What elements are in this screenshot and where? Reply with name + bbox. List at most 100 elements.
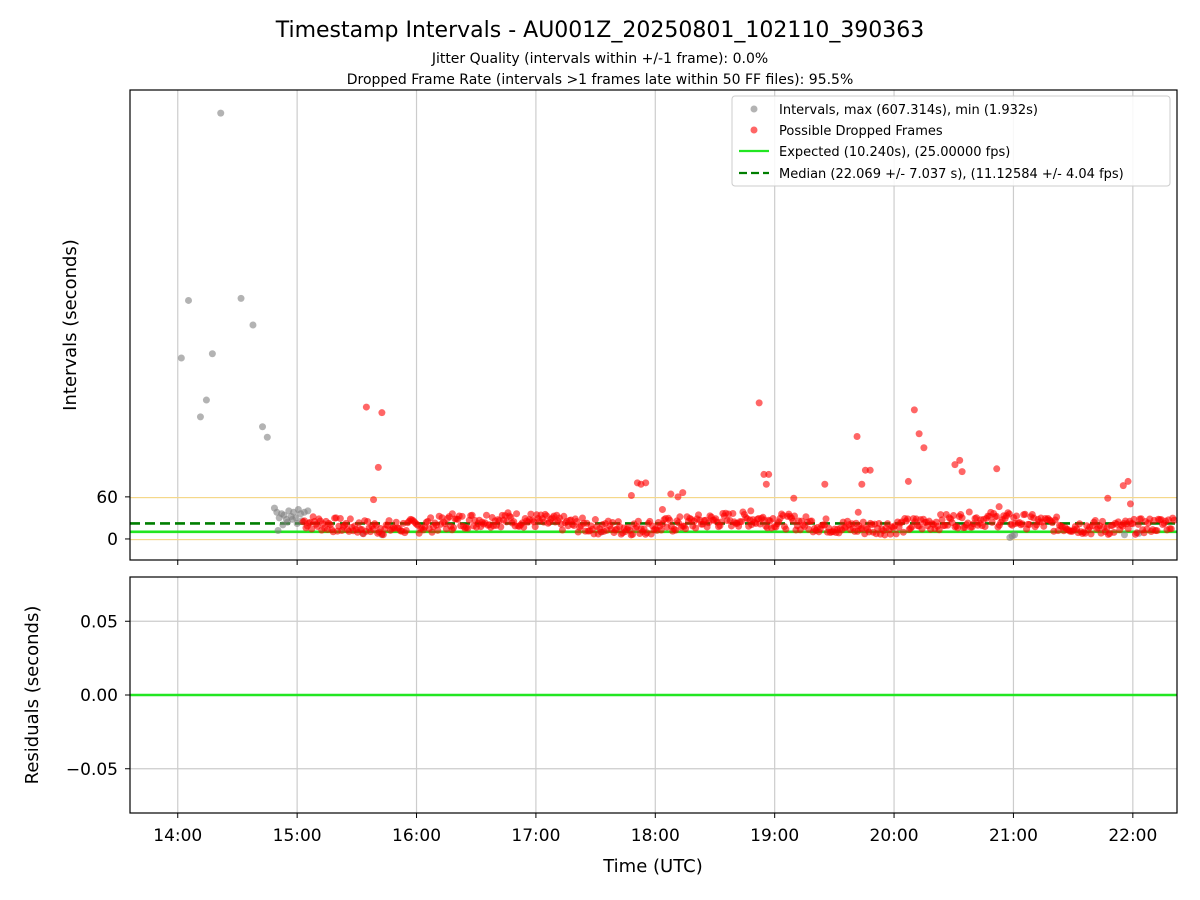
- interval-point: [217, 109, 225, 117]
- dropped-frame-point: [658, 505, 666, 513]
- dropped-frame-point: [935, 526, 943, 534]
- intervals-panel: 0 60 Intervals (seconds) Intervals, max (…: [60, 89, 1178, 561]
- dropped-frame-point: [558, 526, 566, 534]
- legend-marker-intervals: [750, 105, 758, 113]
- dropped-frame-point: [951, 461, 959, 469]
- dropped-frame-point: [755, 399, 763, 407]
- dropped-frame-point: [765, 470, 773, 478]
- dropped-frame-point: [938, 516, 946, 524]
- dropped-frame-point: [892, 530, 900, 538]
- legend-marker-dropped: [750, 126, 758, 134]
- dropped-frame-point: [497, 523, 505, 531]
- intervals-plot-frame: [129, 89, 1178, 561]
- dropped-frame-point: [629, 530, 637, 538]
- dropped-frame-point: [1013, 512, 1021, 520]
- dropped-frame-point: [956, 456, 964, 464]
- dropped-frame-point: [995, 503, 1003, 511]
- dropped-frame-point: [904, 477, 912, 485]
- dropped-frame-point: [904, 515, 912, 523]
- dropped-frame-point: [729, 510, 737, 518]
- dropped-frame-point: [513, 510, 521, 518]
- dropped-frame-point: [374, 463, 382, 471]
- interval-point: [202, 396, 210, 404]
- chart-subtitle-dropped: Dropped Frame Rate (intervals >1 frames …: [347, 72, 854, 88]
- dropped-frame-point: [578, 514, 586, 522]
- dropped-frame-point: [468, 511, 476, 519]
- dropped-frame-point: [1153, 527, 1161, 535]
- dropped-frame-point: [370, 496, 378, 504]
- chart-subtitle-jitter: Jitter Quality (intervals within +/-1 fr…: [431, 51, 768, 67]
- intervals-y-tick-label: 0: [107, 530, 118, 550]
- interval-point: [1011, 531, 1019, 539]
- dropped-frame-point: [609, 518, 617, 526]
- x-axis-ticks: 14:00 15:00 16:00 17:00 18:00 19:00 20:00 21:00…: [153, 560, 1157, 846]
- dropped-frame-point: [859, 518, 867, 526]
- dropped-frame-point: [342, 519, 350, 527]
- dropped-frame-point: [428, 528, 436, 536]
- chart-title: Timestamp Intervals - AU001Z_20250801_10…: [275, 18, 925, 43]
- dropped-frame-point: [392, 518, 400, 526]
- dropped-frame-point: [1076, 520, 1084, 528]
- dropped-frame-point: [899, 528, 907, 536]
- dropped-frame-point: [520, 523, 528, 531]
- intervals-y-ticks: 0 60: [96, 488, 130, 550]
- x-tick-label: 19:00: [750, 826, 799, 846]
- interval-point: [184, 296, 192, 304]
- interval-point: [274, 527, 282, 535]
- x-tick-label: 14:00: [153, 826, 202, 846]
- dropped-frame-point: [965, 508, 973, 516]
- x-tick-label: 15:00: [273, 826, 322, 846]
- dropped-frame-point: [434, 526, 442, 534]
- dropped-frame-point: [591, 516, 599, 524]
- legend-frame: [731, 95, 1171, 187]
- interval-point: [304, 507, 312, 515]
- dropped-frame-point: [782, 525, 790, 533]
- residuals-y-tick-label: 0.05: [80, 612, 118, 632]
- dropped-frame-point: [692, 524, 700, 532]
- dropped-frame-point: [355, 519, 363, 527]
- dropped-frame-point: [448, 510, 456, 518]
- dropped-frame-point: [790, 512, 798, 520]
- dropped-frame-point: [458, 512, 466, 520]
- dropped-frame-point: [992, 512, 1000, 520]
- legend-label-dropped: Possible Dropped Frames: [779, 124, 943, 139]
- dropped-frame-point: [385, 517, 393, 525]
- dropped-frame-point: [667, 490, 675, 498]
- dropped-frame-point: [1119, 482, 1127, 490]
- dropped-frame-point: [666, 516, 674, 524]
- residuals-y-axis-label: Residuals (seconds): [22, 606, 43, 785]
- dropped-frame-point: [1104, 494, 1112, 502]
- dropped-frame-point: [1134, 520, 1142, 528]
- dropped-frame-point: [364, 518, 372, 526]
- dropped-frame-point: [858, 480, 866, 488]
- dropped-frame-point: [1124, 525, 1132, 533]
- dropped-frame-point: [918, 525, 926, 533]
- dropped-frame-point: [854, 508, 862, 516]
- dropped-frame-point: [308, 525, 316, 533]
- residuals-y-tick-label: −0.05: [66, 760, 118, 780]
- x-tick-label: 18:00: [631, 826, 680, 846]
- x-tick-label: 22:00: [1108, 826, 1157, 846]
- dropped-frame-point: [634, 517, 642, 525]
- dropped-frame-point: [717, 518, 725, 526]
- dropped-frame-point: [1099, 517, 1107, 525]
- jitter-band-lower-line: [130, 539, 1177, 541]
- interval-point: [177, 354, 185, 362]
- dropped-frame-point: [988, 518, 996, 526]
- dropped-frame-point: [573, 518, 581, 526]
- dropped-frame-point: [875, 520, 883, 528]
- dropped-frame-point: [993, 465, 1001, 473]
- dropped-frame-point: [627, 491, 635, 499]
- legend-label-intervals: Intervals, max (607.314s), min (1.932s): [779, 103, 1038, 118]
- dropped-frame-point: [1124, 477, 1132, 485]
- dropped-frame-point: [790, 494, 798, 502]
- dropped-frame-point: [1130, 515, 1138, 523]
- dropped-frame-point: [1021, 510, 1029, 518]
- dropped-frame-point: [402, 526, 410, 534]
- x-axis-label: Time (UTC): [602, 856, 703, 877]
- dropped-frame-point: [695, 511, 703, 519]
- dropped-frame-point: [866, 466, 874, 474]
- interval-point: [237, 294, 245, 302]
- dropped-frame-point: [1126, 500, 1134, 508]
- x-tick-label: 20:00: [870, 826, 919, 846]
